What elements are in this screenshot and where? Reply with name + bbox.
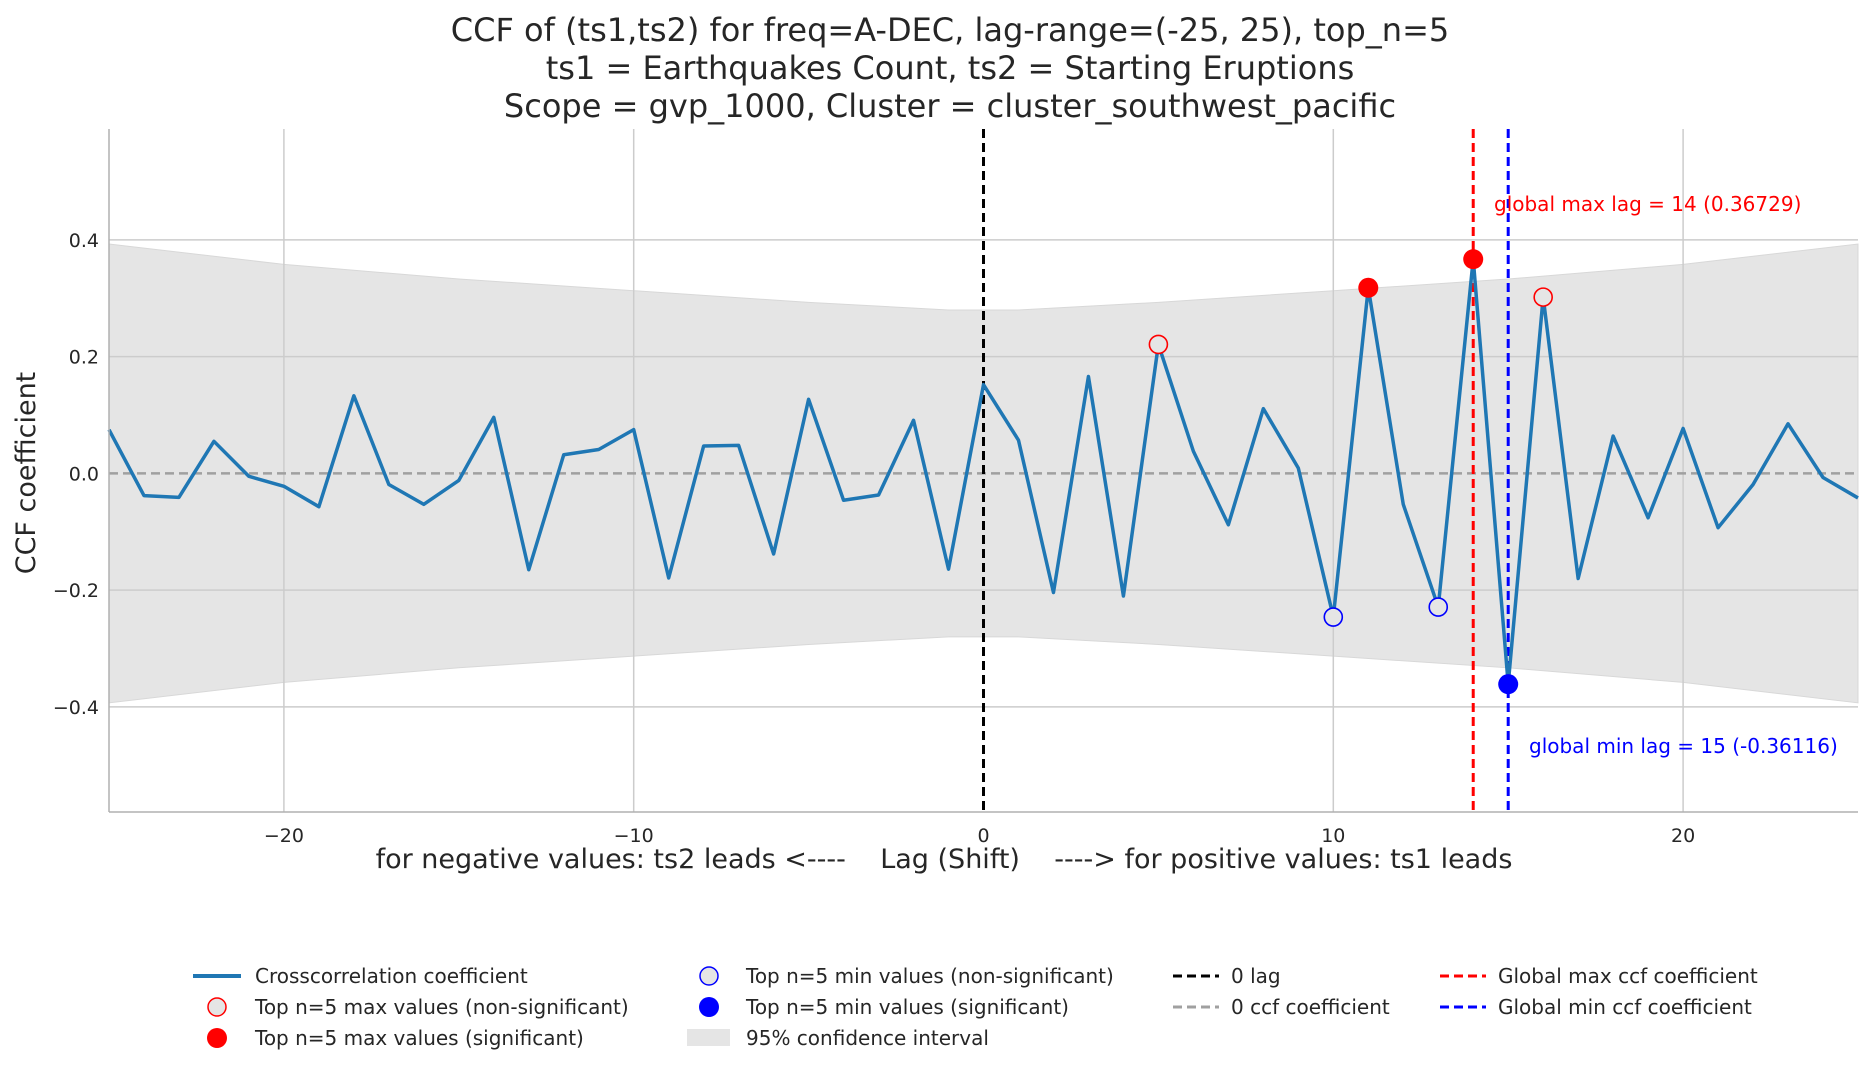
y-tick-label-2: 0.0 xyxy=(69,463,99,485)
legend-swatch-ci xyxy=(687,1029,730,1046)
legend-swatch-min-nonsig xyxy=(699,966,719,986)
legend-swatch-max-sig xyxy=(207,1028,227,1048)
legend-label-max-sig: Top n=5 max values (significant) xyxy=(254,1026,584,1050)
max-nonsig-marker-1 xyxy=(1533,287,1553,307)
min-sig-marker-0 xyxy=(1498,674,1519,695)
max-sig-marker-1 xyxy=(1463,249,1484,270)
chart-title-line-3: Scope = gvp_1000, Cluster = cluster_sout… xyxy=(504,87,1396,125)
series-layer xyxy=(107,257,1859,686)
global-min-annotation: global min lag = 15 (-0.36116) xyxy=(1529,734,1838,758)
y-tick-label-3: 0.2 xyxy=(69,347,99,369)
x-tick-label-2: 0 xyxy=(977,825,989,847)
legend-label-global-max: Global max ccf coefficient xyxy=(1498,964,1758,988)
y-tick-label-1: −0.2 xyxy=(53,580,99,602)
legend-label-max-nonsig: Top n=5 max values (non-significant) xyxy=(254,995,629,1019)
x-tick-label-1: −10 xyxy=(614,825,654,847)
legend-swatch-min-sig xyxy=(699,997,719,1017)
tick-labels-layer: −20 −10 0 10 20 −0.4 −0.2 0.0 0.2 0.4 xyxy=(53,230,1695,847)
x-tick-label-0: −20 xyxy=(264,825,304,847)
axes-layer xyxy=(108,129,1858,813)
markers-layer xyxy=(1148,249,1553,695)
y-axis-label: CCF coefficient xyxy=(11,372,42,575)
legend-label-min-sig: Top n=5 min values (significant) xyxy=(745,995,1069,1019)
chart-title-line-1: CCF of (ts1,ts2) for freq=A-DEC, lag-ran… xyxy=(451,11,1449,49)
global-max-annotation: global max lag = 14 (0.36729) xyxy=(1494,192,1801,216)
legend-label-min-nonsig: Top n=5 min values (non-significant) xyxy=(745,964,1114,988)
legend-label-zero-ccf: 0 ccf coefficient xyxy=(1231,995,1390,1019)
y-tick-label-0: −0.4 xyxy=(53,697,99,719)
legend-label-zero-lag: 0 lag xyxy=(1231,964,1281,988)
legend-label-global-min: Global min ccf coefficient xyxy=(1498,995,1752,1019)
chart-title-line-2: ts1 = Earthquakes Count, ts2 = Starting … xyxy=(546,49,1355,87)
max-sig-marker-0 xyxy=(1358,277,1379,298)
max-nonsig-marker-0 xyxy=(1148,334,1169,355)
x-tick-label-3: 10 xyxy=(1321,825,1345,847)
min-nonsig-marker-0 xyxy=(1323,607,1344,627)
x-axis-label: for negative values: ts2 leads <---- Lag… xyxy=(376,844,1513,875)
x-tick-label-4: 20 xyxy=(1671,825,1695,847)
y-tick-label-4: 0.4 xyxy=(69,230,99,252)
ccf-series-line xyxy=(107,257,1859,686)
legend-label-ci: 95% confidence interval xyxy=(746,1026,989,1050)
legend-label-ccf: Crosscorrelation coefficient xyxy=(255,964,528,988)
legend-swatch-max-nonsig xyxy=(207,997,227,1017)
legend: Crosscorrelation coefficient Top n=5 max… xyxy=(193,964,1758,1050)
min-nonsig-marker-1 xyxy=(1428,597,1449,617)
